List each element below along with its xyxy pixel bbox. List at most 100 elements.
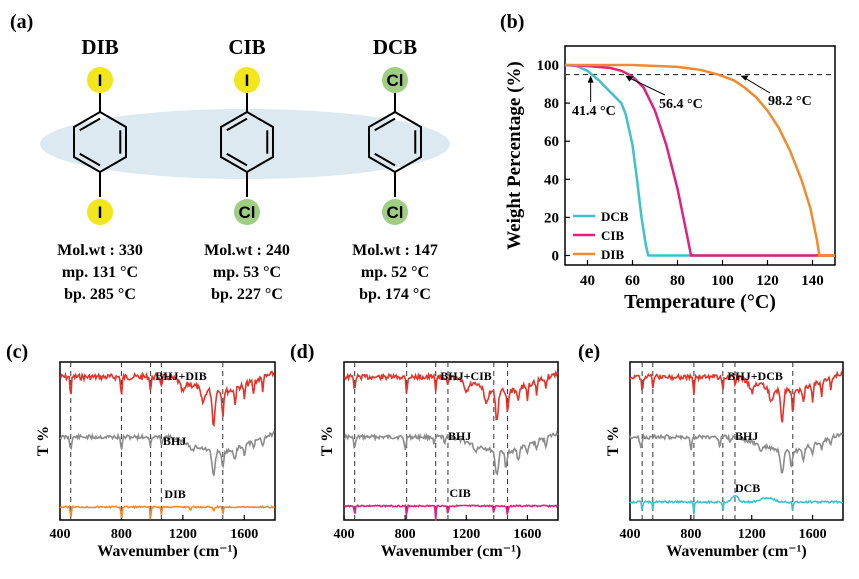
y-tick-label: 40 xyxy=(544,172,559,188)
series-line-dcb xyxy=(629,495,844,515)
x-tick-label: 1600 xyxy=(799,527,827,542)
tga-chart: 40 60 80 100 120 140 0 20 40 60 80 100 Temperature (… xyxy=(504,45,836,313)
panel-b: (b) 40 60 80 100 120 140 0 20 40 60 80 100 Temperatu… xyxy=(500,11,836,313)
molecule-group: DIB I I Mol.wt : 330 mp. 131 °C bp. 285 °C CIB… xyxy=(57,35,438,303)
atom-circle-top xyxy=(382,67,408,93)
y-tick-label: 60 xyxy=(544,134,559,150)
annotation-label: 41.4 °C xyxy=(572,104,616,119)
x-tick-label: 1200 xyxy=(738,527,766,542)
annotation-arrowhead xyxy=(625,75,634,82)
melting-point: mp. 52 °C xyxy=(361,264,429,281)
annotation-arrow xyxy=(742,76,771,94)
x-tick-label: 120 xyxy=(756,273,779,289)
atom-circle-bottom xyxy=(382,199,408,225)
y-axis-title: T % xyxy=(319,426,336,456)
series-label-bhj-cib: BHJ+CIB xyxy=(440,369,492,383)
double-bond xyxy=(374,152,396,167)
annotation-arrowhead xyxy=(587,75,594,83)
y-tick-label: 100 xyxy=(537,58,560,74)
x-tick-label: 800 xyxy=(111,527,132,542)
benzene-ring xyxy=(368,110,422,174)
series-label-bhj-dcb: BHJ+DCB xyxy=(727,369,783,383)
x-axis-title: Wavenumber (cm⁻¹) xyxy=(381,543,521,560)
molecule-dcb: DCB Cl Cl Mol.wt : 147 mp. 52 °C bp. 174 °C xyxy=(352,35,438,303)
panel-d-label: (d) xyxy=(290,341,314,363)
background-ellipse xyxy=(40,109,450,179)
y-tick-label: 20 xyxy=(544,210,559,226)
x-tick-label: 1200 xyxy=(452,527,480,542)
x-axis-title: Temperature (°C) xyxy=(624,291,776,313)
boiling-point: bp. 227 °C xyxy=(211,286,283,303)
atom-label-top: I xyxy=(98,71,103,90)
annotation-arrowhead xyxy=(740,75,749,81)
legend-label-cib: CIB xyxy=(601,228,624,243)
x-tick-label: 40 xyxy=(580,273,595,289)
y-axis-title: T % xyxy=(35,426,52,456)
series-line-cib xyxy=(564,63,835,257)
x-tick-label: 800 xyxy=(395,527,416,542)
legend-label-dcb: DCB xyxy=(601,209,629,224)
series-line-dcb xyxy=(564,63,835,257)
series-line-bhj-dcb xyxy=(629,370,843,423)
panel-e-label: (e) xyxy=(578,341,600,363)
double-bond xyxy=(226,117,248,132)
atom-label-top: I xyxy=(245,71,250,90)
series-label-dib: DIB xyxy=(164,487,185,501)
atom-label-top: Cl xyxy=(387,71,404,90)
panel-b-label: (b) xyxy=(500,11,524,33)
x-tick-label: 400 xyxy=(50,527,71,542)
x-tick-label: 1600 xyxy=(230,527,258,542)
x-tick-label: 800 xyxy=(680,527,701,542)
benzene-ring xyxy=(73,110,127,174)
boiling-point: bp. 174 °C xyxy=(359,286,431,303)
x-tick-label: 100 xyxy=(711,273,734,289)
series-line-bhj-dib xyxy=(59,370,275,428)
molecule-cib: CIB I Cl Mol.wt : 240 mp. 53 °C bp. 227 °C xyxy=(204,35,290,303)
x-axis-title: Wavenumber (cm⁻¹) xyxy=(666,543,806,560)
double-bond xyxy=(374,117,396,132)
x-tick-label: 1600 xyxy=(513,527,541,542)
series-label-bhj: BHJ xyxy=(735,429,758,443)
series-label-cib: CIB xyxy=(449,486,470,500)
annotation-arrow xyxy=(626,76,666,96)
series-line-cib xyxy=(343,503,559,521)
double-bond xyxy=(79,152,101,167)
panel-a: (a) DIB I I Mol.wt : 330 mp. 131 °C bp. 285 °… xyxy=(10,11,450,303)
atom-circle-top xyxy=(234,67,260,93)
molecule-name: CIB xyxy=(228,35,265,59)
series-line-dib xyxy=(59,504,276,520)
x-axis-title: Wavenumber (cm⁻¹) xyxy=(97,543,237,560)
atom-label-bottom: I xyxy=(98,203,103,222)
plot-frame xyxy=(629,361,844,521)
molecular-weight: Mol.wt : 240 xyxy=(204,242,290,259)
atom-label-bottom: Cl xyxy=(387,203,404,222)
series-line-bhj-cib xyxy=(343,369,559,421)
x-tick-label: 1200 xyxy=(169,527,197,542)
molecular-weight: Mol.wt : 147 xyxy=(352,242,438,259)
x-tick-label: 400 xyxy=(334,527,355,542)
series-line-bhj xyxy=(343,430,559,476)
molecule-name: DCB xyxy=(373,35,417,59)
y-axis-title: Weight Percentage (%) xyxy=(504,61,525,250)
annotation-label: 56.4 °C xyxy=(659,97,703,112)
x-tick-label: 80 xyxy=(670,273,685,289)
series-label-bhj: BHJ xyxy=(163,434,186,448)
y-tick-label: 0 xyxy=(552,248,560,264)
x-tick-label: 400 xyxy=(620,527,641,542)
legend-label-dib: DIB xyxy=(601,247,624,262)
atom-circle-bottom xyxy=(234,199,260,225)
series-label-dcb: DCB xyxy=(735,481,760,495)
molecule-name: DIB xyxy=(81,35,118,59)
series-label-bhj: BHJ xyxy=(448,429,471,443)
x-tick-label: 60 xyxy=(625,273,640,289)
plot-frame xyxy=(564,45,836,266)
boiling-point: bp. 285 °C xyxy=(64,286,136,303)
series-line-bhj xyxy=(59,430,275,476)
double-bond xyxy=(226,152,248,167)
y-axis-title: T % xyxy=(605,426,622,456)
